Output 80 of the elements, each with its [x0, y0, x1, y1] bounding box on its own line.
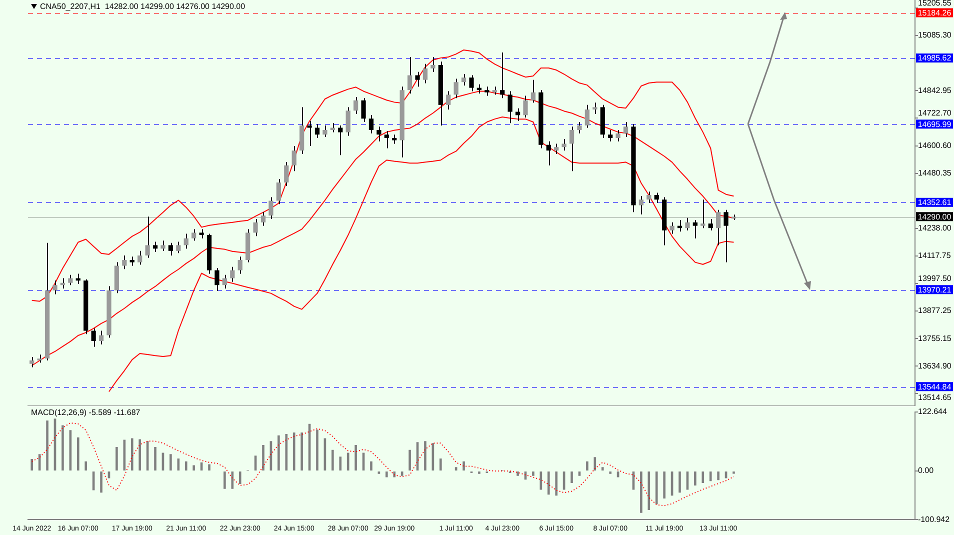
bar — [332, 450, 334, 471]
bar — [262, 445, 264, 471]
bar — [424, 441, 426, 471]
bar — [663, 472, 666, 498]
bar — [601, 467, 604, 471]
y-tick-label: 13877.25 — [918, 306, 952, 316]
ref-line-label: 15184.26 — [918, 8, 952, 18]
bar — [224, 472, 226, 489]
bar — [100, 472, 102, 493]
bar — [192, 465, 195, 471]
y-tick-label: 14480.35 — [918, 168, 952, 178]
bar — [339, 456, 342, 471]
bar — [300, 432, 303, 471]
y-tick-label: 13997.50 — [918, 274, 952, 284]
bar — [717, 472, 720, 480]
line-series — [31, 422, 734, 506]
bar — [116, 446, 118, 471]
bar — [532, 472, 534, 476]
bar — [170, 454, 172, 471]
y-tick-label: 14238.00 — [918, 224, 952, 233]
bar — [184, 461, 188, 471]
bar — [62, 425, 64, 471]
bar — [547, 472, 550, 495]
bar — [316, 430, 318, 471]
bar — [46, 420, 48, 471]
bar — [709, 472, 712, 482]
bar — [439, 458, 442, 471]
bar — [292, 432, 296, 471]
bar — [640, 472, 642, 513]
y-tick-label: 0.00 — [918, 466, 934, 476]
ref-line-label: 14352.61 — [918, 198, 952, 208]
bar — [30, 458, 34, 471]
bar — [208, 464, 210, 471]
bar — [231, 472, 234, 489]
bar — [702, 472, 704, 484]
chart-title: MACD(12,26,9) -5.589 -11.687 — [31, 408, 140, 417]
bar — [694, 472, 696, 486]
bar — [354, 445, 357, 471]
y-tick-label: 13514.65 — [918, 393, 952, 402]
bar — [76, 437, 80, 471]
bar — [678, 472, 681, 493]
bar — [616, 472, 620, 478]
bar — [586, 461, 588, 471]
bar — [84, 461, 88, 471]
bar — [154, 446, 156, 471]
y-tick-label: 14722.70 — [918, 108, 952, 118]
bar — [177, 458, 180, 471]
y-tick-label: 15205.55 — [918, 0, 952, 8]
bar — [130, 438, 134, 471]
y-tick-label: 13634.90 — [918, 361, 952, 370]
y-tick-label: 13755.15 — [918, 334, 952, 343]
bar — [386, 472, 388, 478]
bar — [285, 434, 288, 471]
bar — [555, 472, 558, 496]
bar — [578, 472, 581, 476]
chart-title: CNA50_2207,H1 14282.00 14299.00 14276.00 14290.00 — [40, 2, 246, 11]
bar — [655, 472, 658, 504]
y-tick-label: 14842.95 — [918, 86, 952, 95]
bar — [238, 472, 242, 484]
ref-line-label: 13970.21 — [918, 285, 952, 294]
bar — [516, 472, 519, 476]
bar — [462, 461, 465, 471]
y-tick-label: 15085.30 — [918, 30, 952, 40]
ref-line-label: 14290.00 — [918, 212, 952, 222]
bar — [648, 472, 650, 510]
ref-line-label: 13544.84 — [918, 382, 952, 392]
bar — [570, 472, 573, 484]
bar — [454, 467, 458, 471]
bar — [370, 461, 372, 471]
ref-line-label: 14695.99 — [918, 120, 952, 129]
y-tick-label: 14117.75 — [918, 251, 952, 260]
bar — [393, 472, 396, 478]
y-tick-label: 122.644 — [918, 407, 948, 416]
ref-line-label: 14985.62 — [918, 54, 952, 63]
bar — [408, 450, 411, 471]
y-tick-label: -100.942 — [918, 514, 950, 524]
y-tick-label: 14600.60 — [918, 141, 952, 150]
bar — [400, 472, 404, 476]
bar — [278, 435, 280, 471]
bar — [138, 439, 141, 471]
